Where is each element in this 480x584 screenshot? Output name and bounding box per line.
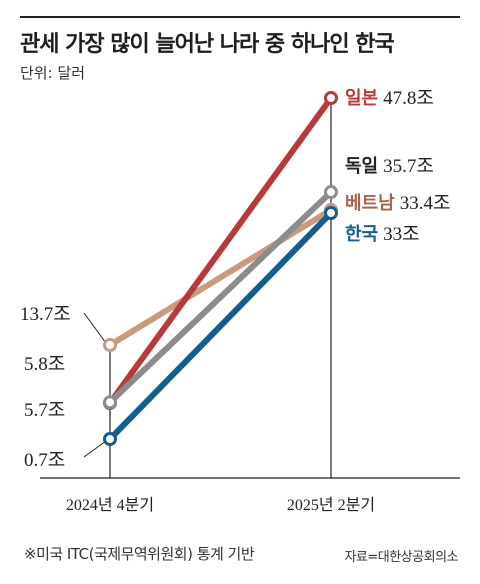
end-label-germany-value: 35.7조 — [383, 156, 434, 177]
chart-title: 관세 가장 많이 늘어난 나라 중 하나인 한국 — [20, 32, 395, 57]
leader-line-0-7 — [83, 440, 107, 458]
left-value-label-japan: 5.7조 — [24, 400, 65, 421]
end-label-japan-name: 일본 — [345, 88, 378, 109]
end-label-korea-name: 한국 — [345, 224, 378, 245]
leader-line-13-7 — [83, 312, 107, 344]
source-credit: 자료=대한상공회의소 — [344, 550, 458, 565]
end-label-japan-value: 47.8조 — [383, 88, 434, 109]
end-label-japan: 일본 47.8조 — [345, 88, 434, 109]
left-value-label-germany: 5.8조 — [24, 354, 65, 375]
series-line-japan — [107, 95, 334, 406]
end-label-germany: 독일 35.7조 — [345, 156, 434, 177]
series-line-vietnam — [107, 206, 334, 348]
left-value-label-korea: 0.7조 — [24, 450, 65, 471]
data-point-germany-end — [324, 185, 338, 200]
top-rule — [20, 16, 460, 18]
footnote: ※미국 ITC(국제무역위원회) 통계 기반 — [24, 545, 255, 563]
x-tick-label-end: 2025년 2분기 — [287, 496, 375, 514]
end-label-vietnam: 베트남 33.4조 — [345, 193, 450, 214]
data-point-japan-end — [324, 91, 338, 105]
series-line-germany — [107, 189, 334, 406]
series-line-korea — [107, 210, 334, 442]
data-point-korea-start — [103, 432, 117, 446]
data-point-germany-start — [103, 395, 117, 410]
end-label-germany-name: 독일 — [345, 156, 378, 177]
end-label-vietnam-name: 베트남 — [345, 193, 395, 214]
data-point-vietnam-start — [103, 338, 117, 352]
data-point-korea-end — [324, 206, 338, 220]
end-label-korea-value: 33조 — [383, 224, 419, 245]
unit-label: 단위: 달러 — [20, 64, 86, 82]
left-value-label-vietnam: 13.7조 — [20, 304, 71, 325]
end-label-korea: 한국 33조 — [345, 224, 420, 245]
x-tick-label-start: 2024년 4분기 — [66, 496, 154, 514]
end-label-vietnam-value: 33.4조 — [400, 193, 451, 214]
series-layer — [103, 91, 338, 446]
